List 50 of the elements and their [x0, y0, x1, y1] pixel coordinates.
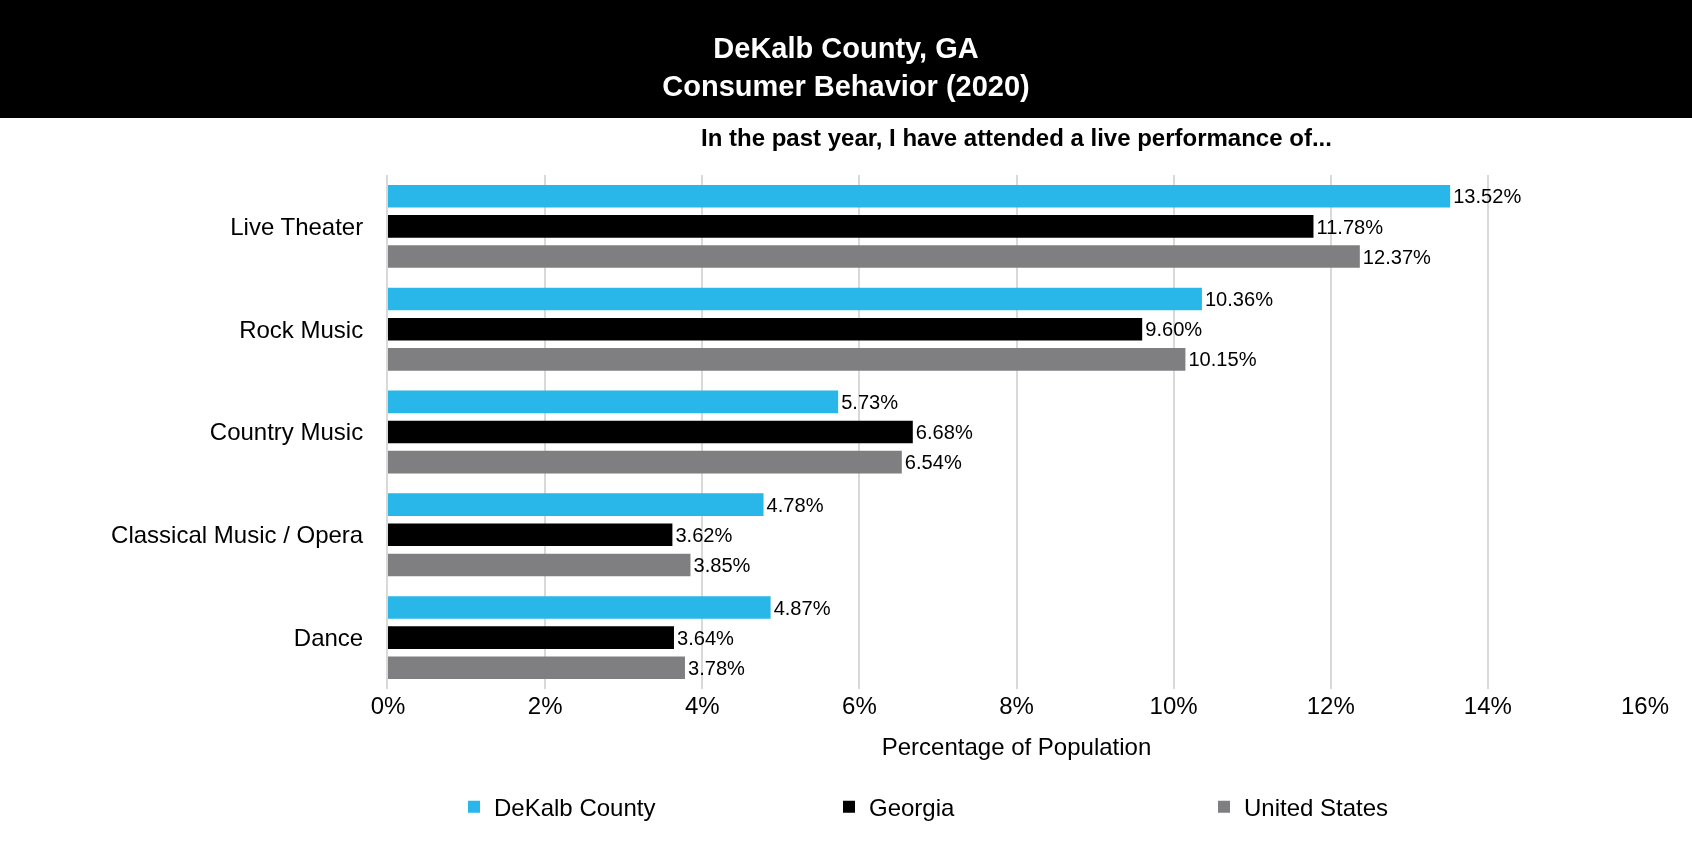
x-tick-label: 4% — [684, 692, 720, 719]
data-label: 13.52% — [1453, 185, 1522, 208]
x-tick-label: 12% — [1306, 692, 1355, 719]
y-tick-label: Classical Music / Opera — [111, 521, 364, 549]
x-tick-label: 6% — [842, 692, 877, 719]
data-label: 4.78% — [766, 493, 824, 516]
data-label: 3.78% — [688, 656, 746, 679]
data-label: 3.62% — [675, 523, 733, 546]
bar — [388, 420, 913, 444]
data-label: 6.54% — [904, 451, 962, 474]
data-label: 9.60% — [1145, 318, 1203, 341]
chart-subtitle: In the past year, I have attended a live performance of... — [701, 124, 1332, 151]
x-tick-label: 10% — [1149, 692, 1198, 719]
bar — [388, 493, 764, 516]
bar — [388, 553, 691, 577]
legend-label: United States — [1244, 794, 1389, 822]
x-tick-label: 8% — [999, 692, 1034, 719]
data-label: 5.73% — [841, 390, 899, 413]
bar — [388, 523, 673, 547]
data-label: 6.68% — [915, 421, 973, 444]
bar — [388, 348, 1186, 371]
x-tick-label: 0% — [370, 692, 406, 719]
data-label: 10.15% — [1188, 348, 1257, 371]
bar — [388, 215, 1314, 238]
data-label: 4.87% — [773, 596, 831, 619]
data-label: 10.36% — [1204, 288, 1274, 311]
bar — [388, 390, 839, 414]
x-tick-label: 2% — [527, 692, 563, 719]
y-tick-label: Dance — [293, 624, 364, 651]
x-tick-label: 14% — [1463, 692, 1512, 719]
x-axis-title: Percentage of Population — [881, 733, 1152, 761]
chart-title: DeKalb County, GA Consumer Behavior (2020) — [662, 32, 1030, 102]
y-tick-label: Country Music — [209, 418, 364, 446]
x-tick-label: 16% — [1620, 692, 1670, 719]
bar — [388, 450, 902, 474]
bar — [388, 656, 685, 680]
data-label: 3.85% — [693, 554, 751, 577]
y-tick-label: Rock Music — [239, 315, 364, 343]
legend-label: DeKalb County — [494, 794, 656, 822]
data-label: 12.37% — [1362, 245, 1432, 268]
y-tick-label: Live Theater — [230, 212, 364, 240]
bar — [388, 317, 1143, 341]
bar — [388, 287, 1202, 311]
bar — [388, 626, 674, 649]
bar — [388, 184, 1451, 208]
legend-label: Georgia — [869, 794, 956, 822]
data-label: 11.78% — [1316, 215, 1384, 238]
bar — [388, 245, 1360, 268]
data-label: 3.64% — [676, 626, 735, 649]
bar — [388, 596, 771, 619]
